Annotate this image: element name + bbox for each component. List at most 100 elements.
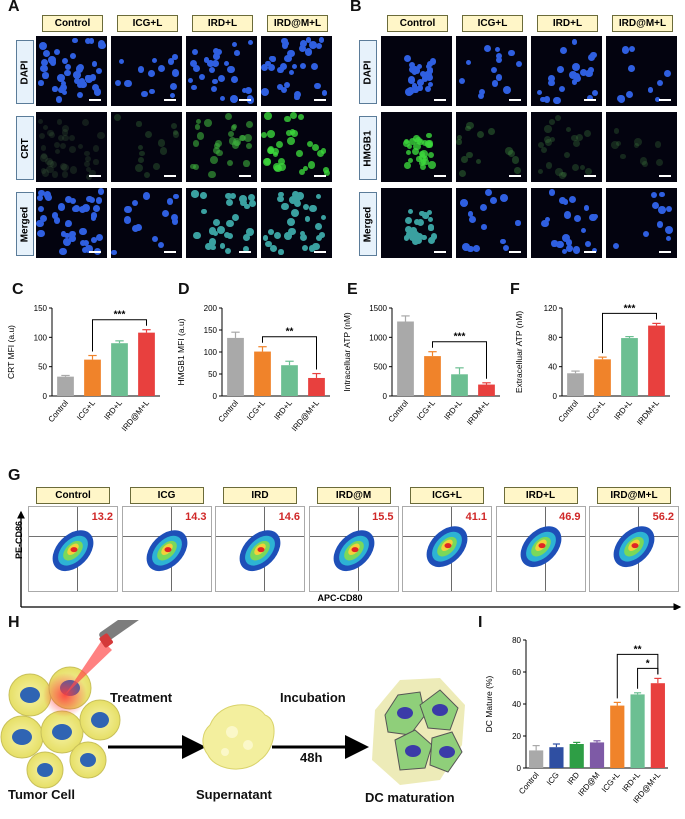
cell-mark [51,212,59,219]
cell-mark [579,165,585,171]
cell-mark [142,192,151,200]
header-a-2: IRD+L [192,15,253,32]
cell-mark [426,210,433,216]
cell-mark [575,134,583,142]
cell-mark [563,211,571,219]
micrograph-a-r2-c3 [261,188,332,258]
significance-bracket [602,312,657,354]
cell-mark [292,190,299,198]
cell-mark [613,128,620,135]
cell-mark [658,206,666,215]
y-tick-label: 120 [544,304,558,313]
cell-mark [309,204,317,213]
h-tumor-cell-label: Tumor Cell [8,787,75,802]
cell-mark [199,73,206,80]
density-peak [257,547,265,553]
cell-mark [84,155,92,163]
cell-mark [53,48,61,56]
x-tick-label: Control [517,770,541,796]
cell-mark [277,195,284,203]
cell-mark [505,147,514,156]
cell-mark [420,159,427,165]
scale-bar [584,251,596,253]
cell-mark [212,59,220,67]
cell-mark [243,233,250,241]
cell-mark [131,199,139,206]
cell-mark [82,246,89,254]
cell-mark [654,140,662,148]
cell-mark [93,88,102,96]
cell-mark [545,162,553,170]
cell-mark [91,215,97,221]
cell-mark [171,213,179,221]
header-a-0: Control [42,15,103,32]
scale-bar [584,99,596,101]
cell-mark [62,58,69,65]
cell-mark [241,88,247,94]
y-tick-label: 500 [374,363,388,372]
y-tick-label: 0 [517,764,522,773]
cell-mark [225,192,233,200]
cell-mark [151,57,157,64]
cell-mark [63,238,71,246]
panel-letter-h: H [8,614,20,631]
cell-mark [227,130,234,137]
cell-mark [224,247,232,255]
cell-mark [170,122,177,129]
cell-mark [73,70,82,79]
cell-mark [571,79,577,85]
cell-mark [62,134,69,142]
cell-mark [466,121,474,130]
cell-mark [495,53,502,60]
cell-mark [219,243,226,250]
cell-mark [207,60,214,67]
cell-mark [89,73,97,81]
cell-mark [620,154,626,160]
cell-mark [461,156,468,163]
cell-mark [93,159,99,165]
cell-mark [414,218,421,225]
cell-mark [426,132,433,139]
cell-mark [77,143,84,149]
cell-mark [424,85,431,92]
cell-mark [208,238,217,247]
cell-mark [300,234,308,242]
cell-mark [573,74,582,83]
cell-mark [571,134,578,142]
cell-mark [583,130,591,138]
cell-mark [157,139,166,147]
significance-label: *** [114,310,126,321]
cell-mark [561,171,568,178]
cell-mark [190,163,196,170]
cell-mark [306,140,313,147]
cell-mark [426,140,434,147]
cell-mark [323,167,330,173]
cell-mark [240,199,247,206]
cell-mark [511,156,520,164]
cell-mark [215,140,223,148]
cell-mark [548,79,555,86]
cell-mark [69,166,78,174]
cell-mark [40,145,47,151]
x-tick-label: Control [387,398,411,424]
cell-mark [42,72,49,79]
cell-mark [299,62,307,70]
chart-e-intracellular-atp: 0 500 1000 1500 Intracelluar ATP (nM) Control… [342,304,500,427]
cell-mark [149,88,155,95]
cell-mark [417,79,424,87]
g-xlabel: APC-CD80 [317,593,363,603]
flow-percentage: 14.3 [185,511,207,523]
y-tick-label: 1500 [369,304,387,313]
cell-mark [408,233,417,241]
cell-mark [473,245,480,252]
cell-mark [208,227,217,235]
cell-mark [210,156,218,164]
micrograph-a-r1-c3 [261,112,332,182]
cell-mark [42,124,48,130]
cell-mark [268,229,275,235]
cell-mark [88,38,94,44]
cell-mark [191,84,197,91]
panel-h-schematic [0,620,465,789]
cell-mark [60,80,67,87]
significance-bracket [92,319,147,352]
